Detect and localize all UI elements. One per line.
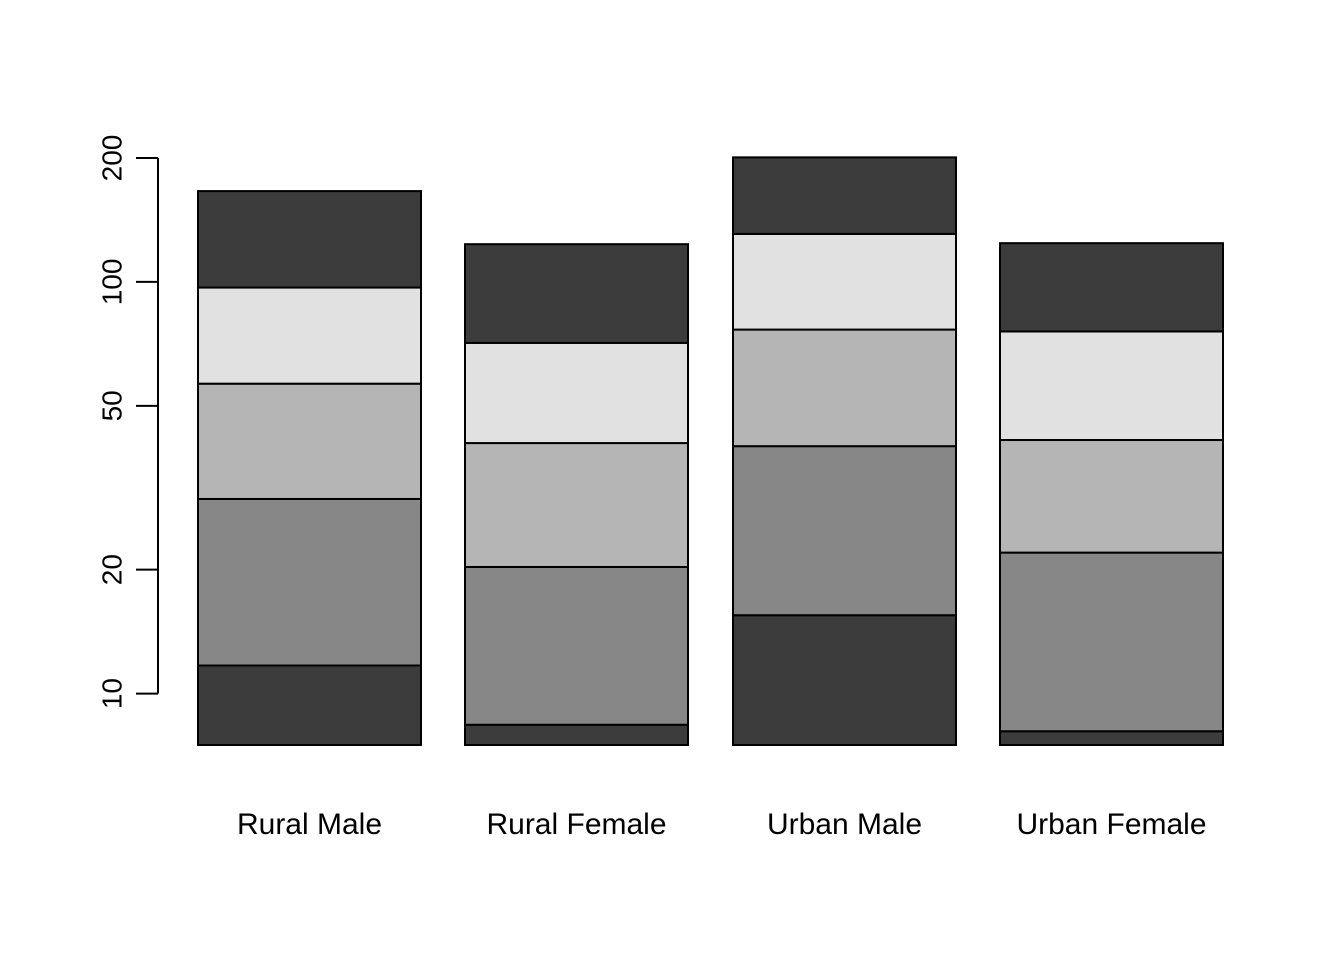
bar-segment	[732, 445, 957, 617]
bar-segment	[197, 190, 422, 289]
category-label: Urban Male	[767, 808, 922, 841]
category-label: Urban Female	[1016, 808, 1206, 841]
category-label: Rural Male	[237, 808, 382, 841]
bar-segment	[197, 286, 422, 385]
bar-segment	[197, 497, 422, 667]
bar-segment	[464, 442, 689, 568]
category-label: Rural Female	[486, 808, 666, 841]
bar-segment	[464, 341, 689, 445]
bars	[197, 156, 1224, 746]
bar-segment	[999, 551, 1224, 733]
category-labels: Rural Male Rural Female Urban Male Urban Fe…	[237, 808, 1207, 841]
bar-segment	[732, 328, 957, 448]
bar-segment	[464, 243, 689, 344]
bar-segment	[999, 330, 1224, 442]
y-axis: 10 20 50 100 200	[97, 135, 159, 709]
bar-segment	[732, 156, 957, 235]
bar-segment	[999, 439, 1224, 554]
bar-segment	[197, 664, 422, 746]
bar-segment	[732, 232, 957, 331]
y-tick-label: 50	[97, 390, 128, 421]
bar-segment	[732, 614, 957, 746]
y-tick-label: 200	[97, 135, 128, 182]
bar-segment	[464, 723, 689, 746]
bar-segment	[464, 565, 689, 726]
y-tick-label: 20	[97, 554, 128, 585]
bar-segment	[999, 242, 1224, 333]
y-tick-label: 100	[97, 259, 128, 306]
bar-segment	[999, 730, 1224, 746]
y-tick-label: 10	[97, 678, 128, 709]
bar-segment	[197, 382, 422, 500]
